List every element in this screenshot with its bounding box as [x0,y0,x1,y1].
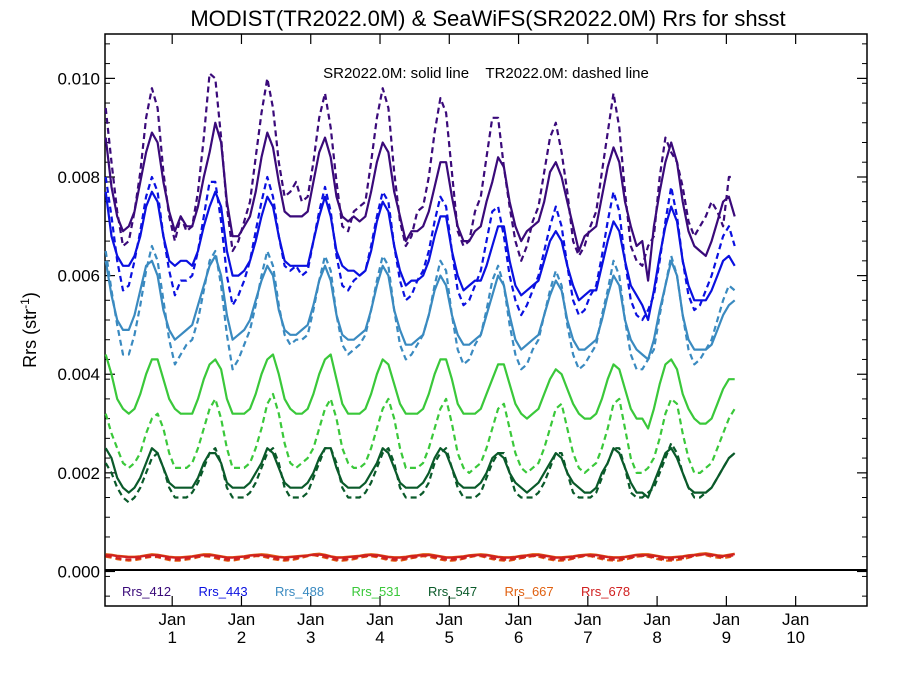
legend-item-rrs-678: Rrs_678 [581,584,630,599]
series-line-rrs-488-solid [104,254,736,361]
y-tick-labels: 0.000 0.002 0.004 0.006 0.008 0.010 [57,69,100,581]
series-line-rrs-678-dashed [105,553,735,561]
legend-item-rrs-667: Rrs_667 [505,584,554,599]
line-style-note: SR2022.0M: solid line TR2022.0M: dashed … [323,65,649,82]
legend-item-rrs-547: Rrs_547 [428,584,477,599]
series-line-rrs-531-solid [104,353,735,430]
x-tick-label-year: 2 [237,628,246,647]
y-axis-label: Rrs (str-1) [18,292,40,368]
series-line-rrs-488-dashed [104,244,736,371]
series-line-rrs-547-dashed [104,442,736,504]
x-tick-labels: Jan1Jan2Jan3Jan4Jan5Jan6Jan7Jan8Jan9Jan1… [158,610,809,647]
legend-item-rrs-443: Rrs_443 [199,584,248,599]
x-tick-label-month: Jan [574,610,601,629]
y-axis-label-close: ) [20,292,40,298]
x-tick-label-month: Jan [158,610,185,629]
x-tick-label-year: 6 [514,628,523,647]
x-tick-label-year: 7 [583,628,592,647]
y-tick-label: 0.002 [57,464,100,483]
x-tick-label-year: 8 [652,628,661,647]
x-tick-label-month: Jan [643,610,670,629]
series-group [104,72,736,562]
x-tick-label-year: 1 [167,628,176,647]
legend-item-rrs-412: Rrs_412 [122,584,171,599]
x-tick-label-month: Jan [228,610,255,629]
series-line-rrs-443-solid [104,190,736,322]
x-tick-label-month: Jan [366,610,393,629]
series-line-rrs-412-solid [104,121,736,282]
x-tick-label-year: 3 [306,628,315,647]
x-tick-label-month: Jan [713,610,740,629]
x-tick-label-year: 10 [786,628,805,647]
legend: Rrs_412 Rrs_443 Rrs_488 Rrs_531 Rrs_547 Rrs_6… [122,584,630,599]
y-tick-label: 0.004 [57,365,100,384]
x-tick-label-month: Jan [782,610,809,629]
x-tick-label-year: 9 [722,628,731,647]
x-tick-label-month: Jan [297,610,324,629]
series-line-rrs-412-dashed [104,72,735,267]
y-tick-label: 0.008 [57,168,100,187]
legend-item-rrs-531: Rrs_531 [352,584,401,599]
x-tick-label-month: Jan [505,610,532,629]
y-tick-label: 0.010 [57,69,100,88]
y-axis-label-main: Rrs (str [20,309,40,368]
chart-title: MODIST(TR2022.0M) & SeaWiFS(SR2022.0M) R… [190,6,785,31]
y-axis-label-superscript: -1 [18,298,32,309]
x-tick-label-year: 5 [445,628,454,647]
y-tick-label: 0.000 [57,562,100,581]
series-line-rrs-531-dashed [104,392,736,474]
y-tick-label: 0.006 [57,267,100,286]
legend-item-rrs-488: Rrs_488 [275,584,324,599]
x-tick-label-month: Jan [436,610,463,629]
series-line-rrs-443-dashed [104,175,736,322]
x-tick-label-year: 4 [375,628,384,647]
